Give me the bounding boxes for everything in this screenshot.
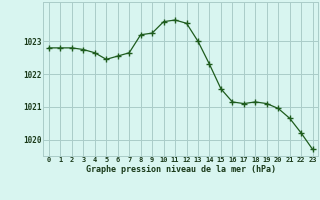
X-axis label: Graphe pression niveau de la mer (hPa): Graphe pression niveau de la mer (hPa) — [86, 165, 276, 174]
